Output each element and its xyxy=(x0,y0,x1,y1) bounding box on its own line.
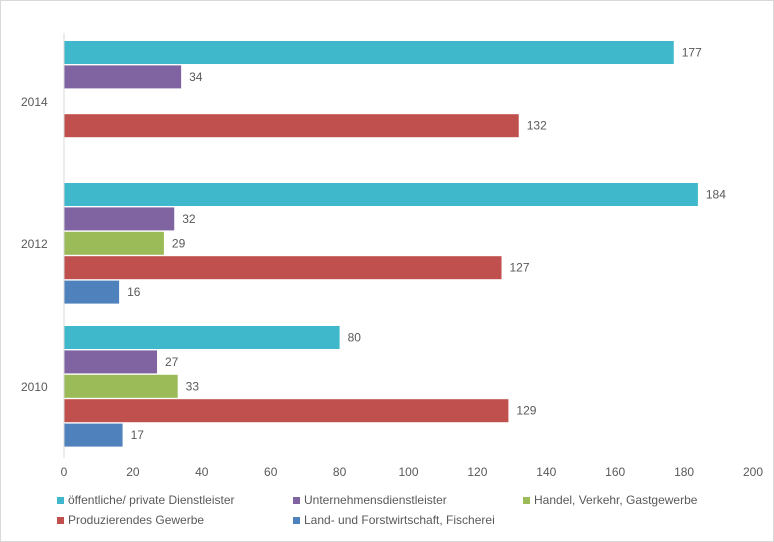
bar-2014-series-1 xyxy=(64,41,674,64)
data-label-2010-series-3: 33 xyxy=(186,379,200,393)
x-tick-label: 20 xyxy=(126,465,140,479)
bar-2014-series-2 xyxy=(64,65,182,89)
x-tick-label: 140 xyxy=(536,465,556,479)
bar-2010-series-1 xyxy=(64,326,340,349)
bar-2012-series-2 xyxy=(64,207,175,231)
data-label-2012-series-3: 29 xyxy=(172,236,186,250)
legend-swatch xyxy=(293,496,300,504)
legend-item-series-4: Produzierendes Gewerbe xyxy=(57,513,293,527)
bar-2010-series-3 xyxy=(64,374,178,398)
x-tick-label: 200 xyxy=(743,465,763,479)
legend-swatch xyxy=(523,496,530,504)
category-label-2014: 2014 xyxy=(21,95,48,109)
x-tick-label: 0 xyxy=(61,465,68,479)
data-label-2014-series-2: 34 xyxy=(189,70,203,84)
legend-label: Land- und Forstwirtschaft, Fischerei xyxy=(304,513,495,527)
bar-2010-series-4 xyxy=(64,399,509,423)
bar-2012-series-5 xyxy=(64,280,120,304)
x-tick-label: 100 xyxy=(398,465,418,479)
x-tick-label: 40 xyxy=(195,465,209,479)
legend-item-series-2: Unternehmensdienstleister xyxy=(293,493,523,507)
bar-2010-series-2 xyxy=(64,350,158,374)
x-tick-label: 60 xyxy=(264,465,278,479)
data-label-2014-series-1: 177 xyxy=(682,46,702,60)
data-label-2012-series-5: 16 xyxy=(127,285,141,299)
bar-2010-series-5 xyxy=(64,423,123,447)
x-tick-label: 120 xyxy=(467,465,487,479)
x-tick-label: 160 xyxy=(605,465,625,479)
legend-item-series-5: Land- und Forstwirtschaft, Fischerei xyxy=(293,513,523,527)
legend-swatch xyxy=(57,516,64,524)
data-label-2010-series-5: 17 xyxy=(131,428,145,442)
bar-2012-series-1 xyxy=(64,183,698,206)
legend-label: Handel, Verkehr, Gastgewerbe xyxy=(534,493,698,507)
legend-label: Unternehmensdienstleister xyxy=(304,493,447,507)
category-label-2012: 2012 xyxy=(21,237,48,251)
legend-item-series-1: öffentliche/ private Dienstleister xyxy=(57,493,293,507)
data-label-2010-series-2: 27 xyxy=(165,355,179,369)
chart-legend: öffentliche/ private Dienstleister Untern… xyxy=(57,493,757,527)
legend-swatch xyxy=(293,516,300,524)
data-label-2012-series-2: 32 xyxy=(182,212,196,226)
bar-2014-series-4 xyxy=(64,114,519,138)
legend-label: Produzierendes Gewerbe xyxy=(68,513,205,527)
data-label-2010-series-1: 80 xyxy=(348,331,362,345)
bar-2012-series-3 xyxy=(64,231,164,255)
legend-label: öffentliche/ private Dienstleister xyxy=(68,493,235,507)
data-label-2010-series-4: 129 xyxy=(516,404,536,418)
x-tick-label: 180 xyxy=(674,465,694,479)
legend-item-series-3: Handel, Verkehr, Gastgewerbe xyxy=(523,493,757,507)
x-tick-label: 80 xyxy=(333,465,347,479)
data-label-2012-series-1: 184 xyxy=(706,188,726,202)
legend-swatch xyxy=(57,496,64,504)
bar-2012-series-4 xyxy=(64,256,502,280)
data-label-2014-series-4: 132 xyxy=(527,119,547,133)
category-label-2010: 2010 xyxy=(21,380,48,394)
data-label-2012-series-4: 127 xyxy=(510,261,530,275)
